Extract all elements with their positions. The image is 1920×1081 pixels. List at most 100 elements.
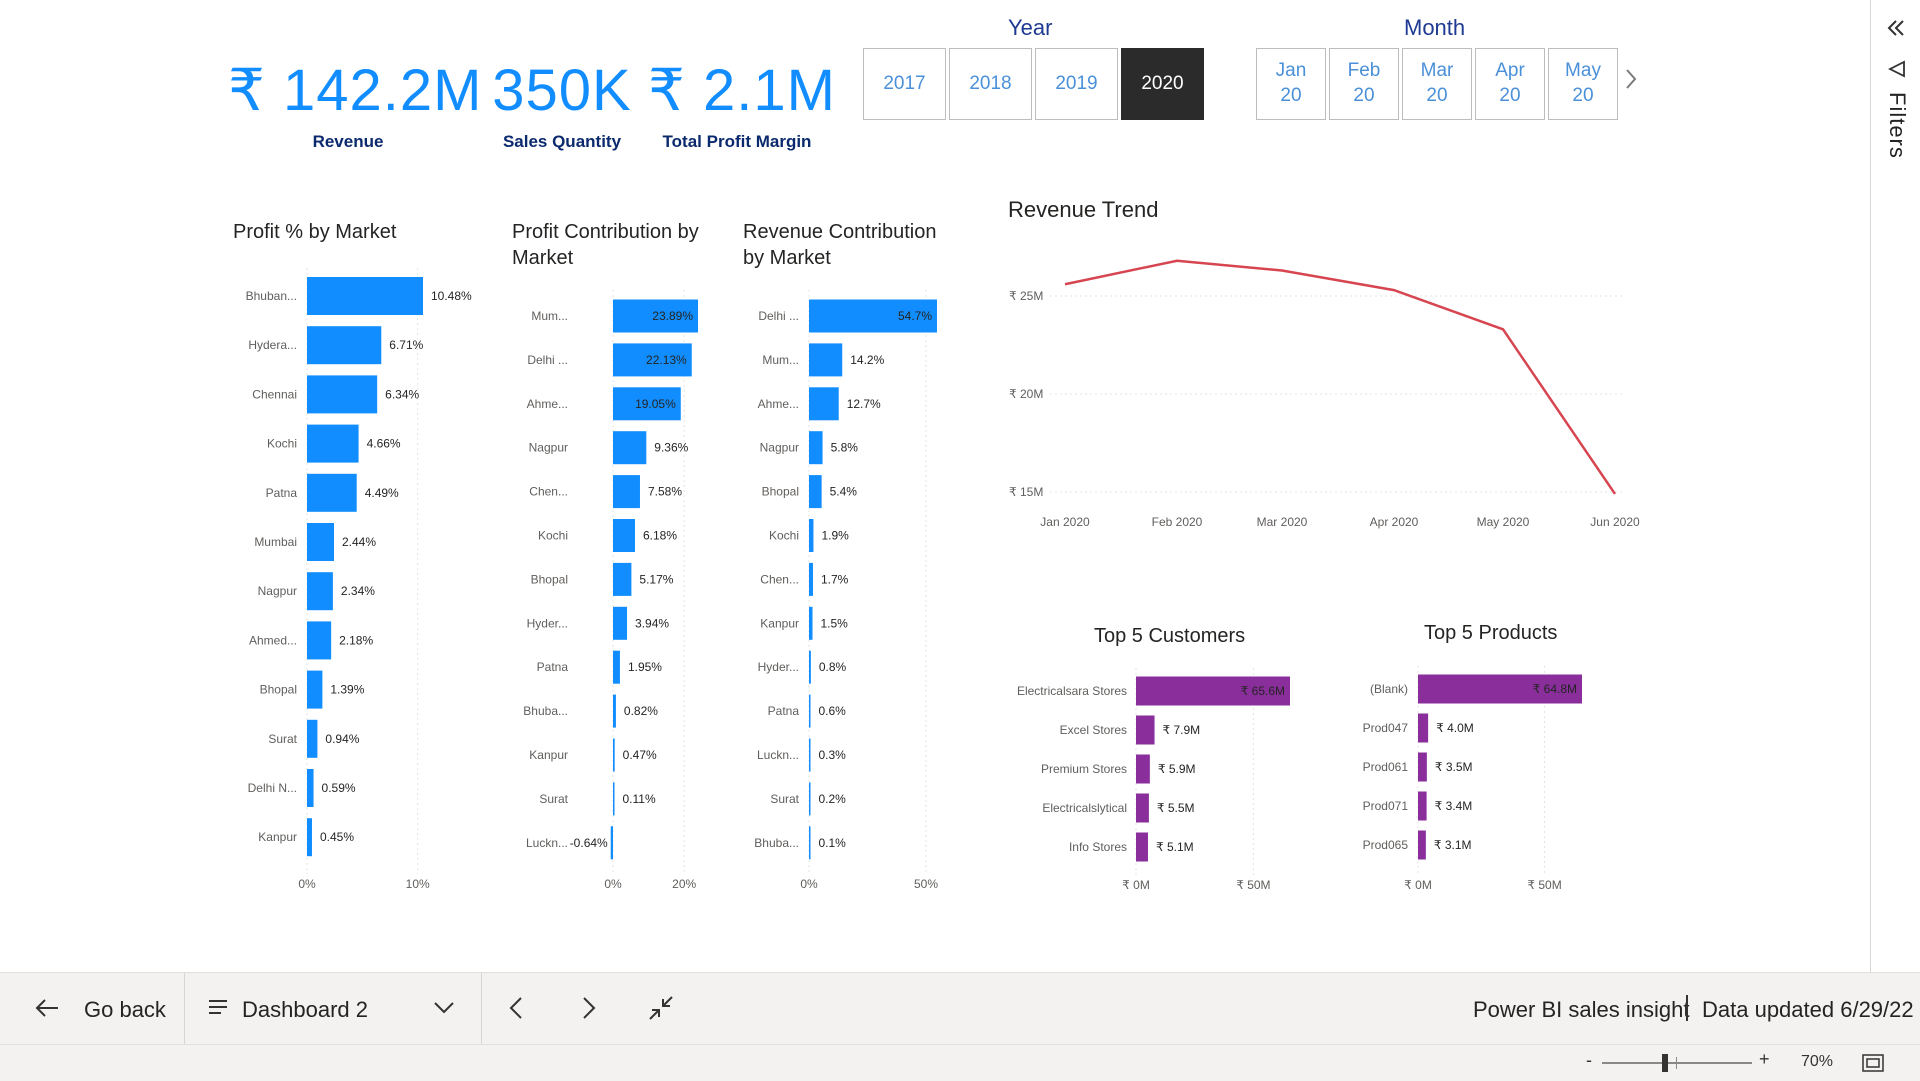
- profit_pct-bar: [307, 277, 423, 315]
- revenue_contrib-data-label: 0.1%: [819, 836, 847, 850]
- month-name: Apr: [1495, 60, 1525, 82]
- profit_pct-data-label: 4.49%: [365, 486, 399, 500]
- double-chevron-left-icon[interactable]: [1886, 18, 1906, 43]
- revenue_contrib-data-label: 0.8%: [819, 660, 847, 674]
- chart-title-profit-contribution: Profit Contribution by Market: [512, 221, 699, 269]
- revenue_contrib-bar: [809, 562, 813, 596]
- zoom-slider-thumb[interactable]: [1662, 1054, 1668, 1072]
- revenue_contrib-data-label: 12.7%: [847, 397, 881, 411]
- trend-y-tick-label: ₹ 15M: [1009, 485, 1043, 499]
- zoom-in-button[interactable]: +: [1759, 1049, 1770, 1069]
- profit_contrib-data-label: 3.94%: [635, 616, 669, 630]
- revenue_contrib-category-label: Chen...: [760, 572, 799, 586]
- next-page-icon[interactable]: [581, 995, 597, 1026]
- back-arrow-icon[interactable]: [34, 997, 60, 1024]
- profit_contrib-data-label: 0.11%: [623, 792, 656, 806]
- chevron-right-icon[interactable]: [1624, 66, 1638, 99]
- profit_pct-data-label: 6.34%: [385, 387, 419, 401]
- status-bar: - + 70%: [0, 1044, 1920, 1081]
- profit_pct-category-label: Kochi: [267, 437, 297, 451]
- month-name: Mar: [1420, 60, 1454, 82]
- top_customers-category-label: Electricalsara Stores: [1017, 684, 1127, 698]
- top_products-category-label: Prod065: [1363, 838, 1409, 852]
- top_products-bar: [1418, 713, 1429, 743]
- month-name: Jan: [1275, 60, 1307, 82]
- year-option-2019[interactable]: 2019: [1035, 48, 1118, 120]
- page-selector[interactable]: Dashboard 2: [242, 997, 368, 1022]
- year-option-2017[interactable]: 2017: [863, 48, 946, 120]
- kpi-revenue-label: Revenue: [312, 132, 384, 151]
- month-option-apr[interactable]: Apr 20: [1475, 48, 1545, 120]
- month-option-feb[interactable]: Feb 20: [1329, 48, 1399, 120]
- profit_pct-tick-label: 10%: [406, 877, 430, 891]
- revenue_contrib-category-label: Bhuba...: [754, 836, 799, 850]
- profit_pct-bar: [307, 523, 335, 561]
- data-updated: Data updated 6/29/22: [1702, 997, 1914, 1022]
- filters-pane-label[interactable]: Filters: [1885, 92, 1910, 159]
- profit_pct-data-label: 2.34%: [341, 584, 375, 598]
- chart-title-revenue-contribution: Revenue Contribution by Market: [743, 221, 937, 269]
- month-option-jan[interactable]: Jan 20: [1256, 48, 1326, 120]
- revenue_contrib-category-label: Patna: [768, 704, 800, 718]
- profit_contrib-data-label: 9.36%: [654, 441, 688, 455]
- profit_pct-data-label: 1.39%: [330, 683, 364, 697]
- zoom-out-button[interactable]: -: [1586, 1050, 1592, 1070]
- profit_contrib-data-label: -0.64%: [570, 836, 608, 850]
- profit_pct-bar: [307, 326, 382, 365]
- month-option-mar[interactable]: Mar 20: [1402, 48, 1472, 120]
- profit_pct-data-label: 4.66%: [367, 437, 401, 451]
- profit_contrib-category-label: Kanpur: [529, 748, 568, 762]
- profit_pct-category-label: Ahmed...: [249, 633, 297, 647]
- fit-to-page-icon[interactable]: [1862, 1054, 1884, 1077]
- month-option-may[interactable]: May 20: [1548, 48, 1618, 120]
- revenue_contrib-data-label: 0.2%: [819, 792, 847, 806]
- profit_contrib-bar: [613, 562, 632, 596]
- previous-page-icon[interactable]: [508, 995, 524, 1026]
- top_customers-bar: [1136, 754, 1150, 784]
- exit-fullscreen-icon[interactable]: [648, 995, 674, 1026]
- profit_pct-category-label: Patna: [266, 486, 298, 500]
- profit_pct-data-label: 0.59%: [322, 781, 356, 795]
- top_customers-data-label: ₹ 65.6M: [1241, 684, 1285, 698]
- top_products-category-label: Prod061: [1363, 760, 1409, 774]
- profit_pct-data-label: 2.44%: [342, 535, 376, 549]
- profit_contrib-category-label: Luckn...: [526, 836, 568, 850]
- revenue_contrib-category-label: Nagpur: [760, 441, 799, 455]
- report-name: Power BI sales insight: [1473, 997, 1690, 1022]
- profit_contrib-bar: [613, 519, 635, 552]
- chart-title-revenue-trend: Revenue Trend: [1008, 197, 1159, 222]
- revenue_contrib-bar: [809, 826, 811, 860]
- profit_pct-bar: [307, 818, 312, 857]
- profit_pct-bar: [307, 473, 357, 512]
- revenue_contrib-category-label: Hyder...: [758, 660, 799, 674]
- profit_contrib-data-label: 0.47%: [623, 748, 657, 762]
- profit_contrib-bar: [613, 738, 615, 772]
- top_products-tick-label: ₹ 0M: [1404, 878, 1432, 892]
- year-option-2018[interactable]: 2018: [949, 48, 1032, 120]
- profit_contrib-bar: [613, 475, 640, 509]
- trend-x-tick-label: Jun 2020: [1590, 515, 1640, 529]
- top_customers-category-label: Excel Stores: [1060, 723, 1127, 737]
- chevron-down-icon[interactable]: [433, 1001, 455, 1020]
- zoom-slider-track[interactable]: [1602, 1062, 1752, 1064]
- profit_pct-category-label: Mumbai: [254, 535, 297, 549]
- top_products-bar: [1418, 674, 1582, 704]
- revenue_contrib-data-label: 1.5%: [821, 616, 849, 630]
- profit_pct-tick-label: 0%: [298, 877, 316, 891]
- kpi-revenue: ₹ 142.2M Revenue: [228, 62, 481, 152]
- go-back-button[interactable]: Go back: [84, 997, 166, 1022]
- revenue_contrib-data-label: 1.7%: [821, 572, 849, 586]
- revenue_contrib-category-label: Kanpur: [760, 616, 799, 630]
- top_customers-bar: [1136, 793, 1149, 823]
- kpi-total-profit-margin: ₹ 2.1M Total Profit Margin: [648, 58, 836, 152]
- month-name: Feb: [1347, 60, 1381, 82]
- profit_pct-bar: [307, 375, 378, 414]
- month-year: 20: [1572, 85, 1594, 106]
- year-option-2020[interactable]: 2020: [1121, 48, 1204, 120]
- trend-y-tick-label: ₹ 20M: [1009, 387, 1043, 401]
- profit_contrib-category-label: Bhuba...: [523, 704, 568, 718]
- kpi-total-profit-margin-value: ₹ 2.1M: [648, 58, 836, 123]
- profit_pct-data-label: 0.45%: [320, 830, 354, 844]
- top_products-bar: [1418, 791, 1427, 821]
- profit_contrib-bar: [613, 694, 616, 728]
